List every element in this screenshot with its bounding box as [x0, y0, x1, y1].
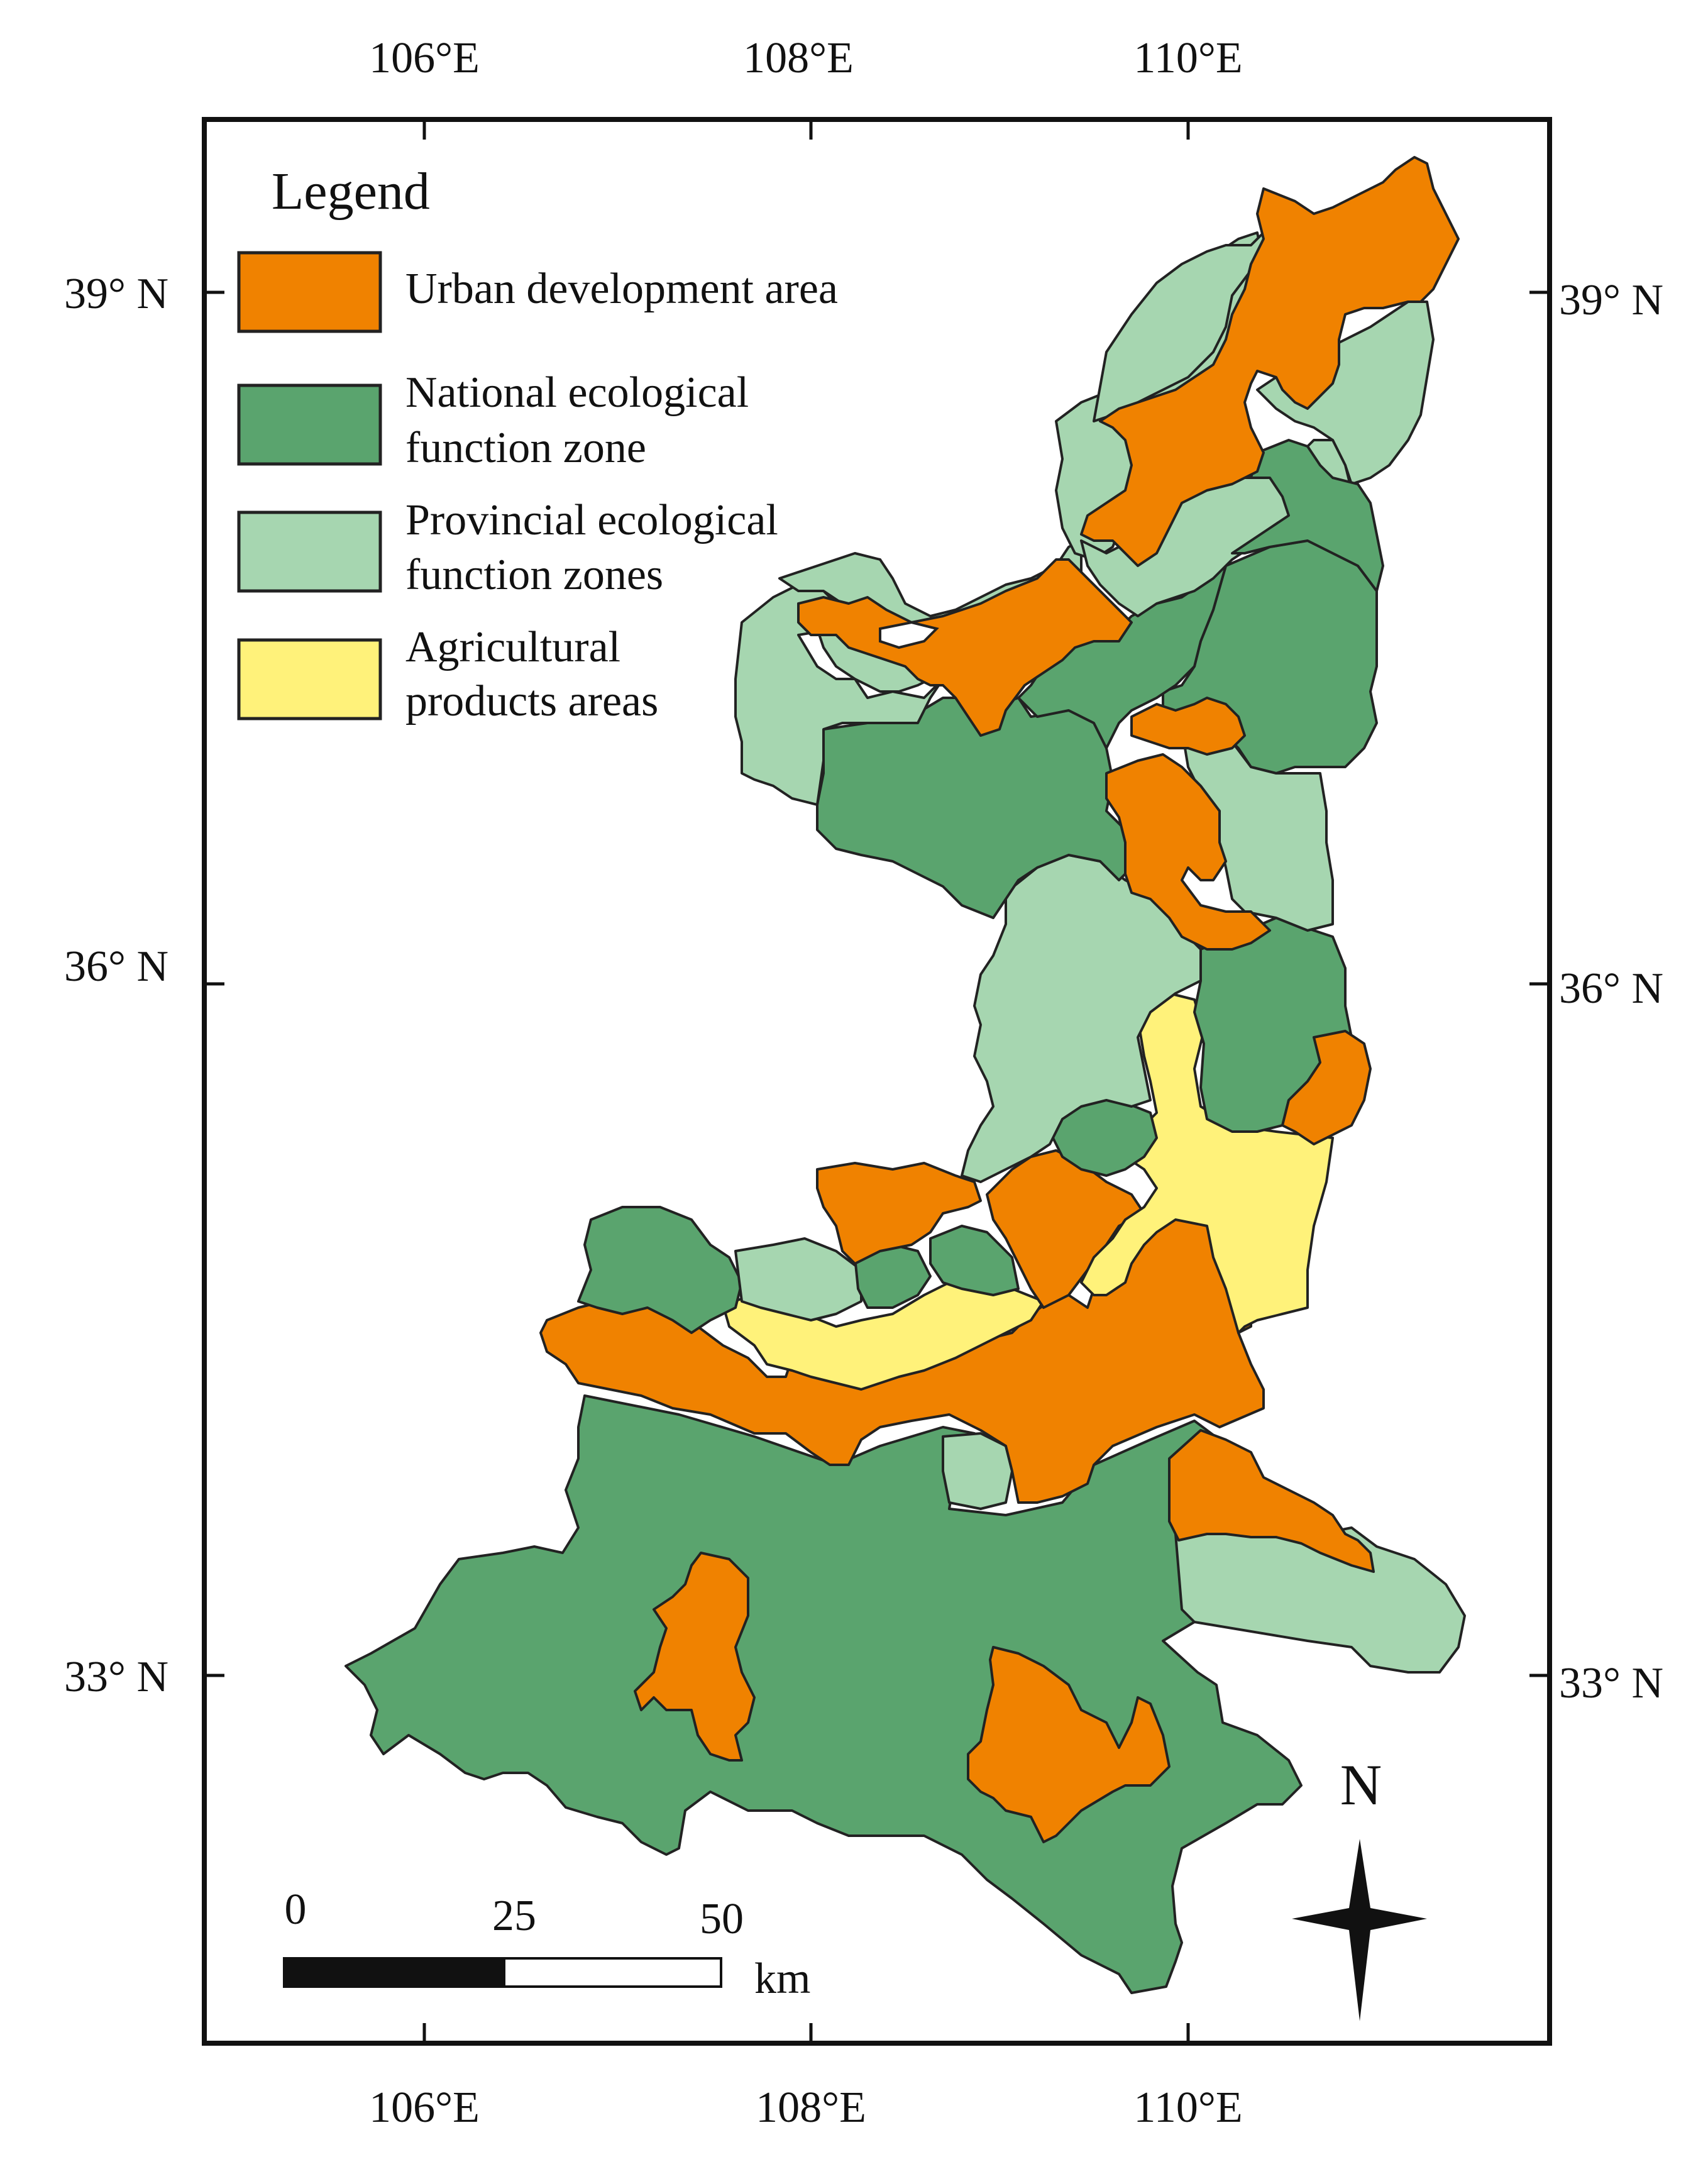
north-arrow: N — [1292, 1753, 1427, 2021]
bottom-tick-label: 108°E — [756, 2083, 866, 2132]
legend-label-agricultural-line2: products areas — [405, 677, 658, 725]
regions-layer — [344, 156, 1466, 1994]
legend-swatch-provincial — [237, 510, 382, 593]
provincial-zone-west — [734, 1237, 862, 1321]
urban-area-hanzhong — [634, 1552, 756, 1762]
agricultural-area-west — [722, 1281, 1045, 1391]
scale-label-25: 25 — [492, 1892, 536, 1940]
urban-area-dingbian — [797, 558, 1133, 737]
scale-label-0: 0 — [285, 1885, 307, 1934]
unassigned-gap — [879, 621, 939, 649]
scale-unit: km — [754, 1955, 810, 2003]
left-tick-label: 36° N — [64, 942, 168, 991]
provincial-zone-lantian — [942, 1432, 1013, 1510]
compass-star-icon — [1292, 1839, 1427, 2021]
top-tick-label: 106°E — [369, 34, 480, 82]
national-zone-suide — [1231, 439, 1384, 592]
legend: Legend Urban development area National e… — [237, 162, 838, 725]
urban-area-ankang — [967, 1646, 1171, 1843]
urban-area-ansai — [1130, 697, 1246, 756]
national-zone-linyou — [929, 1225, 1020, 1296]
graticule-ticks — [204, 119, 1550, 2043]
legend-swatch-urban — [237, 251, 382, 333]
legend-label-agricultural-line1: Agricultural — [405, 623, 620, 671]
scale-label-50: 50 — [700, 1895, 744, 1943]
legend-label-national-line1: National ecological — [405, 368, 749, 417]
left-tick-label: 39° N — [64, 270, 168, 318]
top-tick-label: 110°E — [1133, 34, 1242, 82]
right-tick-label: 33° N — [1559, 1659, 1663, 1707]
bottom-tick-label: 106°E — [369, 2083, 480, 2132]
legend-swatch-agricultural — [237, 638, 382, 720]
legend-swatch-national — [237, 383, 382, 466]
urban-area-tongchuan — [986, 1149, 1145, 1309]
right-tick-label: 39° N — [1559, 276, 1663, 324]
urban-area-yanan — [1105, 753, 1271, 951]
urban-area-binxian — [816, 1162, 982, 1265]
left-tick-label: 33° N — [64, 1653, 168, 1701]
map-frame — [202, 117, 1552, 2046]
provincial-zone-southeast — [1174, 1520, 1466, 1674]
urban-area-shangzhou — [1168, 1429, 1375, 1573]
legend-label-urban: Urban development area — [405, 265, 838, 313]
urban-area-yulin — [1080, 156, 1460, 567]
bottom-tick-label: 110°E — [1133, 2083, 1242, 2132]
scale-segment-empty — [503, 1957, 722, 1988]
scale-segment-filled — [283, 1957, 505, 1988]
legend-label-national-line2: function zone — [405, 424, 646, 472]
legend-title: Legend — [272, 162, 430, 221]
north-label: N — [1340, 1753, 1382, 1817]
top-tick-label: 108°E — [743, 34, 854, 82]
scale-bar: 0 25 50 km — [283, 1885, 810, 2003]
legend-label-provincial-line2: function zones — [405, 551, 663, 599]
national-zone-south — [344, 1394, 1303, 1994]
national-zone-west — [577, 1206, 743, 1334]
urban-area-hancheng — [1281, 1030, 1372, 1145]
legend-label-provincial-line1: Provincial ecological — [405, 496, 778, 544]
right-tick-label: 36° N — [1559, 964, 1663, 1013]
